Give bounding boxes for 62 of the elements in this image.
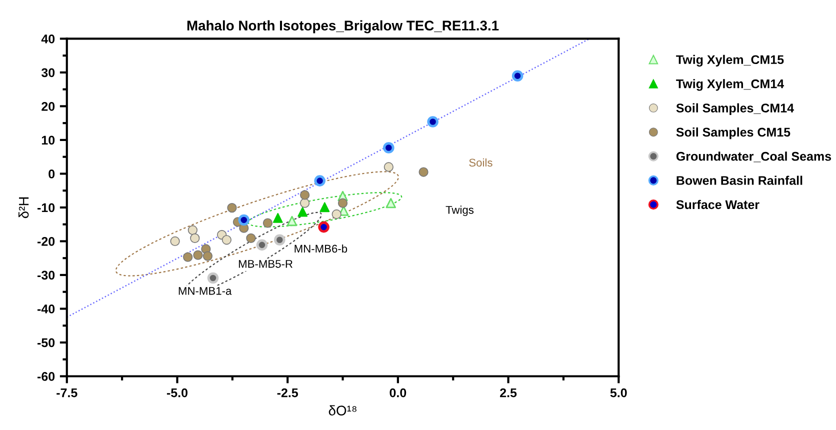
annotation: MN-MB6-b	[294, 244, 348, 253]
y-tick-label: 30	[41, 68, 55, 78]
point	[246, 233, 256, 244]
y-tick-label: -20	[38, 237, 55, 246]
y-axis-title: δ²H	[18, 197, 29, 218]
point	[202, 251, 212, 261]
annotation: MN-MB1-a	[178, 287, 232, 295]
point	[183, 252, 193, 262]
x-tick-label: 5.0	[610, 388, 627, 398]
point	[418, 167, 428, 177]
point	[332, 209, 342, 220]
x-tick-label: -7.5	[56, 388, 78, 398]
point	[188, 225, 198, 235]
point	[320, 202, 330, 212]
annotation: Soils	[469, 158, 492, 167]
legend-label: Bowen Basin Rainfall	[676, 176, 802, 185]
point	[207, 272, 219, 284]
chart-title: Mahalo North Isotopes_Brigalow TEC_RE11.3.1	[187, 20, 499, 34]
point	[314, 175, 326, 186]
y-tick-label: 10	[42, 136, 55, 145]
y-tick-label: -10	[38, 203, 55, 212]
point	[190, 233, 200, 244]
legend-label: Twig Xylem_CM15	[676, 54, 784, 67]
legend-label: Surface Water	[676, 200, 760, 210]
y-tick-label: 20	[42, 102, 55, 111]
point	[272, 212, 283, 223]
point	[256, 239, 268, 251]
y-tick-label: -50	[38, 338, 55, 348]
y-tick-label: 40	[41, 34, 55, 44]
x-tick-label: 0.0	[390, 388, 406, 398]
y-tick-label: -40	[38, 304, 55, 314]
y-tick-label: 0	[48, 170, 55, 178]
x-tick-label: 2.5	[500, 388, 517, 398]
point	[238, 214, 250, 226]
x-tick-label: -5.0	[166, 388, 188, 398]
legend-label: Soil Samples CM15	[676, 127, 790, 140]
y-tick-label: -30	[38, 270, 55, 280]
point	[274, 234, 286, 246]
point	[300, 190, 310, 200]
point	[338, 198, 348, 208]
point	[512, 70, 524, 82]
legend-label: Soil Samples_CM14	[676, 103, 794, 115]
point	[170, 236, 180, 246]
point	[262, 218, 273, 228]
point	[384, 162, 394, 172]
point	[222, 235, 232, 245]
x-tick-label: -2.5	[277, 388, 298, 398]
annotation: MB-MB5-R	[238, 260, 292, 268]
legend-label: Groundwater_Coal Seams	[676, 152, 832, 162]
x-axis-title: δO¹⁸	[328, 405, 356, 416]
point	[286, 216, 298, 226]
point	[427, 116, 438, 128]
point	[386, 198, 396, 208]
y-tick-label: -60	[38, 372, 55, 381]
legend-label: Twig Xylem_CM14	[676, 79, 784, 91]
annotation: Twigs	[446, 206, 474, 216]
point	[298, 206, 308, 217]
point	[193, 250, 203, 260]
point	[318, 221, 330, 233]
point	[227, 203, 237, 213]
point	[300, 198, 310, 208]
point	[383, 142, 394, 154]
